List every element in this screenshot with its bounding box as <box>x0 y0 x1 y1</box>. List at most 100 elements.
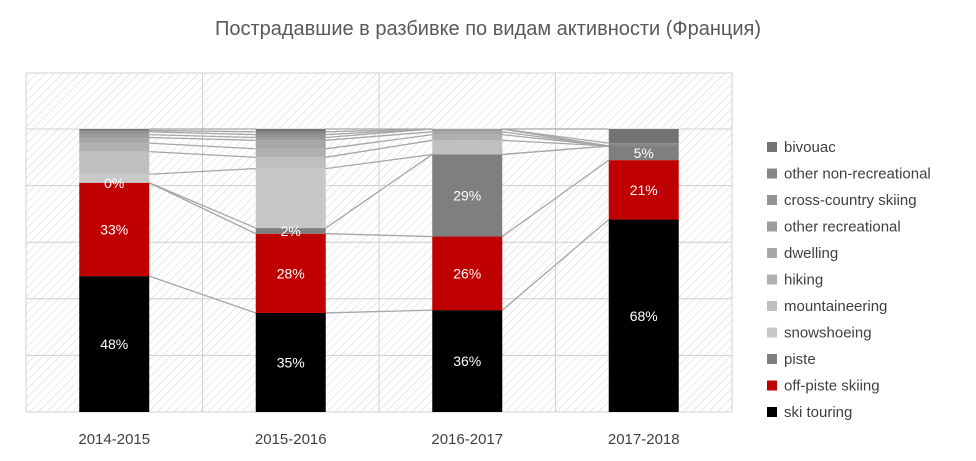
data-labels: 48% 35% 36% 68% 33% 28% 26% 21% 0% 2% 29% 5% <box>100 145 658 370</box>
bar-other-non-recreational-2015-2016 <box>255 131 326 135</box>
bar-off-piste-skiing-2016-2017 <box>432 236 503 311</box>
series-connector-snowshoeing <box>325 153 433 170</box>
bar-hiking-2016-2017 <box>432 134 503 141</box>
data-label-ski-touring-2016-2017: 36% <box>453 353 481 369</box>
bar-ski-touring-2017-2018 <box>608 219 679 412</box>
legend: bivouac other non-recreational cross-count… <box>767 139 931 421</box>
data-label-piste-2014-2015: 0% <box>104 175 124 191</box>
legend-swatch-piste <box>767 354 777 364</box>
data-label-ski-touring-2017-2018: 68% <box>630 308 658 324</box>
series-connector-off-piste-skiing <box>148 182 257 235</box>
bar-piste-2017-2018 <box>608 145 679 161</box>
legend-label-cross-country-skiing: cross-country skiing <box>784 192 917 209</box>
data-label-off-piste-skiing-2017-2018: 21% <box>630 182 658 198</box>
bar-other-recreational-2016-2017 <box>432 129 503 132</box>
legend-swatch-off-piste-skiing <box>767 380 777 391</box>
legend-swatch-bivouac <box>767 142 777 152</box>
series-connector-mountaineering <box>502 139 609 147</box>
bars <box>79 129 679 412</box>
x-tick-label-2017-2018: 2017-2018 <box>608 431 680 448</box>
bar-piste-2015-2016 <box>255 228 326 234</box>
series-connector-snowshoeing <box>149 167 256 175</box>
series-connector-dwelling <box>149 136 256 141</box>
legend-label-off-piste-skiing: off-piste skiing <box>784 378 880 395</box>
legend-label-other-non-recreational: other non-recreational <box>784 166 931 183</box>
bar-snowshoeing-2015-2016 <box>255 168 326 229</box>
data-label-off-piste-skiing-2014-2015: 33% <box>100 221 128 237</box>
legend-swatch-other-non-recreational <box>767 168 777 179</box>
bar-off-piste-skiing-2014-2015 <box>79 182 150 277</box>
data-label-ski-touring-2015-2016: 35% <box>277 354 305 370</box>
series-connector-ski-touring <box>325 309 433 314</box>
bar-other-recreational-2015-2016 <box>255 137 326 141</box>
data-label-off-piste-skiing-2016-2017: 26% <box>453 265 481 281</box>
legend-label-hiking: hiking <box>784 272 823 289</box>
x-axis-ticks: 2014-2015 2015-2016 2016-2017 2017-2018 <box>78 431 679 448</box>
bar-off-piste-skiing-2017-2018 <box>608 160 679 220</box>
data-label-off-piste-skiing-2015-2016: 28% <box>277 265 305 281</box>
bar-hiking-2015-2016 <box>255 148 326 158</box>
series-connector-hiking <box>149 142 256 150</box>
bar-other-recreational-2014-2015 <box>79 134 150 138</box>
bar-cross-country-skiing-2015-2016 <box>255 134 326 138</box>
legend-label-ski-touring: ski touring <box>784 404 852 421</box>
legend-label-other-recreational: other recreational <box>784 219 901 236</box>
legend-label-snowshoeing: snowshoeing <box>784 325 872 342</box>
bar-bivouac-2015-2016 <box>255 129 326 132</box>
bar-ski-touring-2014-2015 <box>79 276 150 412</box>
legend-label-mountaineering: mountaineering <box>784 298 887 315</box>
bar-mountaineering-2015-2016 <box>255 157 326 169</box>
bar-mountaineering-2016-2017 <box>432 140 503 155</box>
legend-swatch-mountaineering <box>767 301 777 311</box>
bar-snowshoeing-2014-2015 <box>79 174 150 183</box>
series-connector-hiking <box>325 134 433 150</box>
series-connector-dwelling <box>325 131 433 141</box>
legend-label-piste: piste <box>784 351 816 368</box>
series-connector-other-non-recreational <box>502 128 609 144</box>
bar-bivouac-2014-2015 <box>79 129 150 131</box>
bar-cross-country-skiing-2014-2015 <box>79 131 150 135</box>
data-label-piste-2016-2017: 29% <box>453 188 481 204</box>
legend-swatch-snowshoeing <box>767 327 777 338</box>
series-connector-other-recreational <box>149 134 256 139</box>
data-label-ski-touring-2014-2015: 48% <box>100 336 128 352</box>
bar-bivouac-2017-2018 <box>608 129 679 144</box>
legend-swatch-cross-country-skiing <box>767 195 777 205</box>
series-connector-mountaineering <box>149 150 256 158</box>
series-connector-ski-touring <box>149 275 256 314</box>
bar-ski-touring-2016-2017 <box>432 310 503 412</box>
x-tick-label-2015-2016: 2015-2016 <box>255 431 327 448</box>
legend-swatch-ski-touring <box>767 407 777 417</box>
bar-dwelling-2014-2015 <box>79 137 150 144</box>
bar-mountaineering-2014-2015 <box>79 151 150 175</box>
series-connector-piste <box>325 153 433 229</box>
bar-other-non-recreational-2014-2015 <box>79 130 150 132</box>
bar-dwelling-2015-2016 <box>255 140 326 149</box>
connector-lines <box>148 128 610 314</box>
series-connector-mountaineering <box>325 139 433 158</box>
bar-hiking-2014-2015 <box>79 143 150 152</box>
chart-title: Пострадавшие в разбивке по видам активно… <box>214 18 762 40</box>
legend-swatch-other-recreational <box>767 221 777 232</box>
series-connector-off-piste-skiing <box>325 233 433 238</box>
legend-swatch-hiking <box>767 274 777 285</box>
series-connector-piste <box>148 182 257 229</box>
legend-label-dwelling: dwelling <box>784 245 838 262</box>
bar-piste-2016-2017 <box>432 154 503 237</box>
legend-swatch-dwelling <box>767 248 777 258</box>
x-tick-label-2016-2017: 2016-2017 <box>431 431 503 448</box>
data-label-piste-2015-2016: 2% <box>281 223 301 239</box>
series-connector-off-piste-skiing <box>501 159 610 238</box>
bar-off-piste-skiing-2015-2016 <box>255 233 326 313</box>
bar-ski-touring-2015-2016 <box>255 312 326 412</box>
series-connector-cross-country-skiing <box>149 131 256 136</box>
series-connector-other-non-recreational <box>149 129 256 133</box>
data-label-piste-2017-2018: 5% <box>634 145 654 161</box>
series-connector-ski-touring <box>501 219 610 311</box>
bar-dwelling-2016-2017 <box>432 131 503 135</box>
x-tick-label-2014-2015: 2014-2015 <box>78 431 150 448</box>
series-connector-snowshoeing <box>502 145 609 156</box>
bar-other-non-recreational-2017-2018 <box>608 143 679 146</box>
